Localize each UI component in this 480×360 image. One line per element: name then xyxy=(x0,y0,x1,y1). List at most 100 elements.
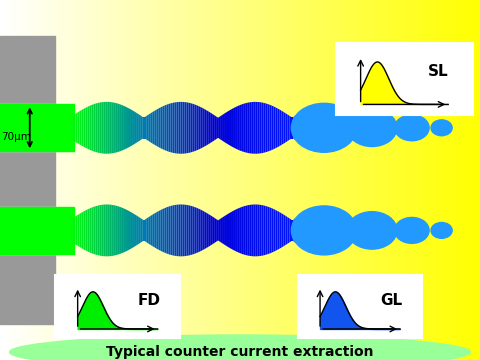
Bar xyxy=(64,0,66,360)
Bar xyxy=(469,0,470,360)
Bar xyxy=(239,0,240,360)
Polygon shape xyxy=(147,114,149,141)
Polygon shape xyxy=(96,206,97,255)
Polygon shape xyxy=(228,213,230,248)
Polygon shape xyxy=(137,216,139,245)
Bar xyxy=(107,0,109,360)
Bar xyxy=(27,0,29,360)
Polygon shape xyxy=(73,216,75,244)
Bar xyxy=(88,0,90,360)
Bar xyxy=(429,0,431,360)
Bar xyxy=(49,0,51,360)
Polygon shape xyxy=(214,115,216,140)
Bar xyxy=(174,0,176,360)
Bar xyxy=(54,0,56,360)
Polygon shape xyxy=(300,215,301,246)
Bar xyxy=(145,0,147,360)
Bar xyxy=(366,0,368,360)
Polygon shape xyxy=(250,102,252,154)
Bar xyxy=(280,0,282,360)
Bar xyxy=(162,0,163,360)
Polygon shape xyxy=(77,111,80,144)
Bar xyxy=(317,0,318,360)
Polygon shape xyxy=(220,115,222,140)
Bar xyxy=(408,0,409,360)
Polygon shape xyxy=(202,211,204,250)
Polygon shape xyxy=(93,104,96,152)
Bar xyxy=(195,0,197,360)
Bar xyxy=(405,0,407,360)
Polygon shape xyxy=(218,219,220,242)
Bar xyxy=(210,0,211,360)
Polygon shape xyxy=(276,107,277,148)
Polygon shape xyxy=(206,110,208,145)
Polygon shape xyxy=(180,102,182,154)
Polygon shape xyxy=(274,107,276,149)
Bar xyxy=(106,0,107,360)
Bar xyxy=(325,0,326,360)
Polygon shape xyxy=(109,102,111,154)
Bar xyxy=(466,0,467,360)
Bar xyxy=(163,0,165,360)
Bar xyxy=(235,0,237,360)
Bar xyxy=(53,0,54,360)
Bar xyxy=(413,0,414,360)
Bar xyxy=(13,0,14,360)
Bar xyxy=(427,0,429,360)
Polygon shape xyxy=(246,103,248,153)
Bar xyxy=(256,0,258,360)
Bar xyxy=(211,0,213,360)
Polygon shape xyxy=(244,206,246,255)
Polygon shape xyxy=(182,204,184,256)
Bar xyxy=(104,0,106,360)
Polygon shape xyxy=(109,204,111,256)
Bar xyxy=(143,0,144,360)
Bar xyxy=(219,0,221,360)
Polygon shape xyxy=(204,212,206,249)
Bar xyxy=(80,0,82,360)
Bar xyxy=(117,0,119,360)
Polygon shape xyxy=(252,204,254,256)
Polygon shape xyxy=(125,107,127,149)
Bar xyxy=(258,0,259,360)
Bar xyxy=(346,0,347,360)
Polygon shape xyxy=(297,216,300,245)
Bar xyxy=(24,0,25,360)
Polygon shape xyxy=(170,206,173,255)
Polygon shape xyxy=(240,207,242,254)
Bar xyxy=(206,0,208,360)
Bar xyxy=(130,0,131,360)
Bar xyxy=(385,0,387,360)
Polygon shape xyxy=(131,109,133,146)
Polygon shape xyxy=(163,105,165,150)
Bar xyxy=(141,0,143,360)
Polygon shape xyxy=(127,210,129,251)
Polygon shape xyxy=(168,103,170,152)
Bar xyxy=(8,0,10,360)
Bar xyxy=(479,0,480,360)
Bar xyxy=(213,0,215,360)
Polygon shape xyxy=(75,215,77,246)
Text: FD: FD xyxy=(137,293,160,308)
Bar xyxy=(23,0,24,360)
Bar xyxy=(328,0,330,360)
Polygon shape xyxy=(123,208,125,253)
Bar xyxy=(379,0,381,360)
Bar xyxy=(360,0,361,360)
Bar xyxy=(354,0,355,360)
Polygon shape xyxy=(107,204,109,256)
Polygon shape xyxy=(72,115,73,140)
Polygon shape xyxy=(238,208,240,253)
Bar xyxy=(298,0,299,360)
Circle shape xyxy=(395,217,429,243)
Bar xyxy=(154,0,155,360)
Bar xyxy=(152,0,154,360)
Polygon shape xyxy=(107,102,109,154)
Bar xyxy=(440,0,442,360)
Bar xyxy=(373,0,374,360)
Polygon shape xyxy=(145,218,147,243)
Bar xyxy=(389,0,390,360)
Polygon shape xyxy=(151,215,153,246)
Bar xyxy=(72,0,73,360)
Bar xyxy=(381,0,383,360)
